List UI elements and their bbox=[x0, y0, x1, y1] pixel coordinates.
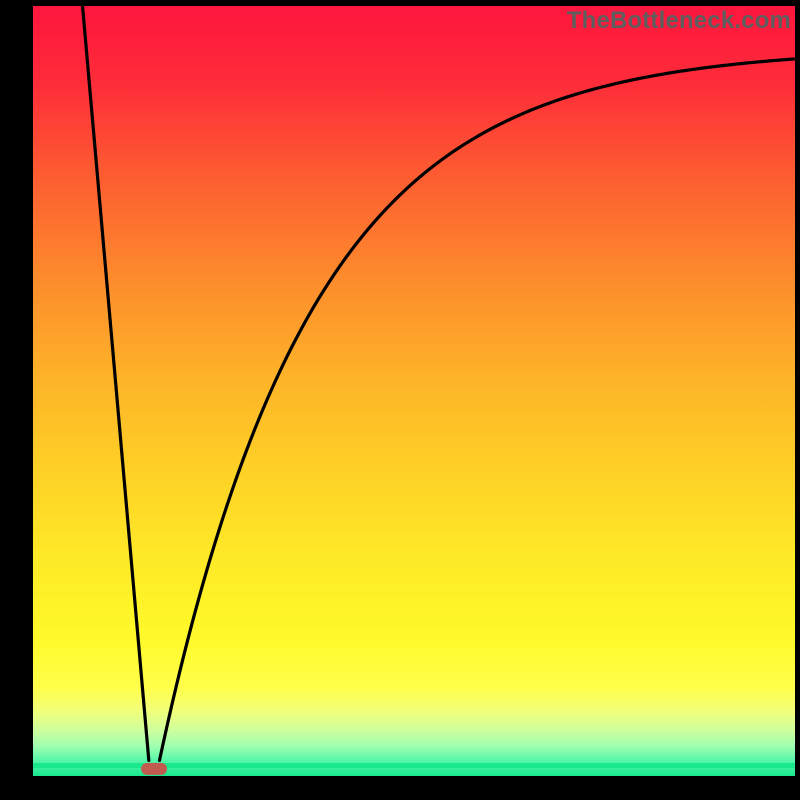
plot-area bbox=[33, 6, 795, 776]
bottleneck-chart: TheBottleneck.com bbox=[0, 0, 800, 800]
watermark-text: TheBottleneck.com bbox=[567, 6, 795, 35]
chart-frame: TheBottleneck.com bbox=[33, 6, 795, 776]
minimum-marker bbox=[141, 763, 167, 775]
curve-left-branch bbox=[83, 6, 149, 760]
curve-layer bbox=[33, 6, 795, 768]
curve-right-branch bbox=[159, 59, 795, 760]
